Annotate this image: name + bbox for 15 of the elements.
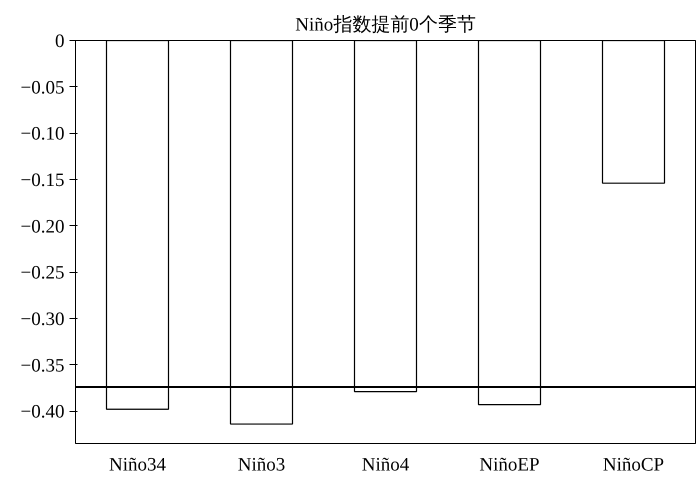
x-tick-label: Niño34 bbox=[109, 454, 166, 476]
y-tick-label: −0.35 bbox=[20, 355, 65, 376]
x-tick-label: NiñoEP bbox=[479, 454, 540, 476]
y-tick-label: −0.40 bbox=[20, 402, 65, 423]
y-tick-label: −0.05 bbox=[20, 77, 65, 98]
y-tick-label: −0.15 bbox=[20, 170, 65, 191]
x-tick-label: Niño3 bbox=[238, 454, 286, 476]
y-tick-label: 0 bbox=[55, 31, 64, 52]
y-tick-label: −0.25 bbox=[20, 262, 65, 284]
y-tick-label: −0.30 bbox=[20, 308, 65, 330]
x-tick-label: Niño4 bbox=[362, 454, 410, 476]
y-tick-label: −0.20 bbox=[20, 216, 65, 238]
chart-title: Niño指数提前0个季节 bbox=[295, 14, 476, 36]
y-tick-label: −0.10 bbox=[20, 124, 65, 145]
x-tick-label: NiñoCP bbox=[602, 454, 664, 476]
